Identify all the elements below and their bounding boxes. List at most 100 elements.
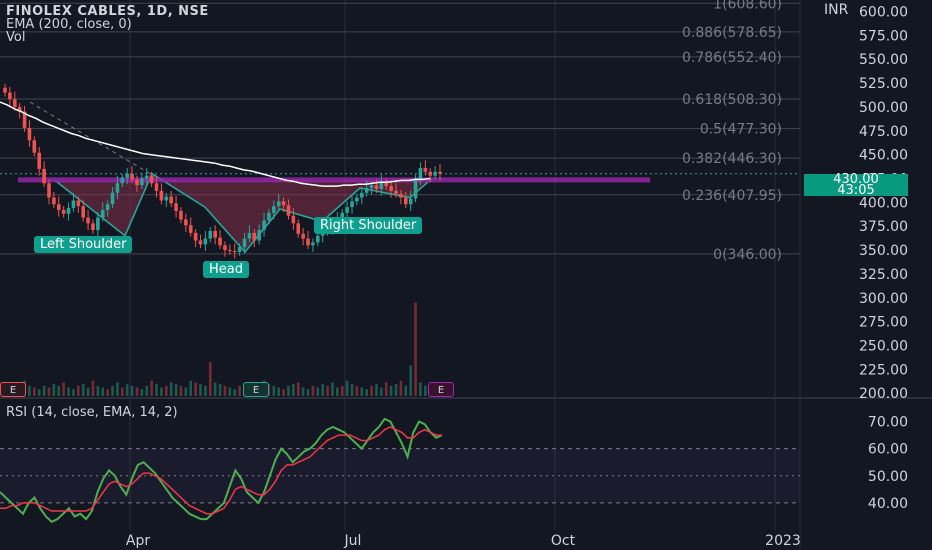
volume-bar (321, 384, 324, 396)
candle-body (154, 183, 159, 191)
volume-bar (135, 387, 139, 396)
volume-bar (414, 302, 417, 396)
price-tick-label: 200.00 (859, 386, 908, 402)
price-tick-label: 375.00 (859, 219, 908, 235)
candle-body (276, 201, 281, 207)
price-tick-label: 550.00 (859, 52, 908, 68)
candle-body (100, 209, 105, 218)
candle-body (286, 205, 291, 216)
rsi-tick-label: 70.00 (868, 415, 908, 431)
candle-body (433, 171, 437, 176)
volume-bar (365, 389, 368, 396)
volume-legend[interactable]: Vol (6, 30, 26, 45)
fib-level-label: 0.618(508.30) (682, 92, 782, 108)
candle-body (306, 238, 310, 246)
price-tick-label: 575.00 (859, 28, 908, 44)
volume-bar (33, 387, 36, 396)
candle-body (340, 212, 345, 220)
volume-bar (326, 385, 329, 396)
candle-body (281, 201, 286, 206)
candle-body (208, 230, 213, 239)
earnings-badge[interactable]: E (0, 382, 26, 397)
head-label[interactable]: Head (203, 261, 249, 278)
candle-body (291, 215, 296, 224)
candle-body (105, 204, 110, 210)
volume-bar (81, 384, 85, 396)
volume-bar (116, 382, 119, 396)
volume-bar (72, 389, 75, 396)
candle-body (169, 196, 173, 204)
volume-bar (380, 387, 383, 396)
rsi-legend[interactable]: RSI (14, close, EMA, 14, 2) (6, 405, 178, 420)
time-tick-label: Jul (344, 533, 362, 549)
earnings-badge[interactable]: E (428, 382, 454, 397)
volume-bar (424, 385, 427, 396)
pattern-outline (54, 172, 433, 254)
volume-bar (160, 387, 163, 396)
candle-body (56, 204, 61, 210)
last-price: 430.00 (833, 172, 879, 187)
candle-body (61, 209, 66, 214)
volume-bar (301, 387, 305, 396)
volume-bar (360, 387, 364, 396)
candle-body (438, 171, 442, 174)
volume-bar (218, 384, 222, 396)
volume-bar (296, 382, 300, 396)
price-tick-label: 475.00 (859, 124, 908, 140)
earnings-badge[interactable]: E (243, 382, 269, 397)
left-shoulder-label[interactable]: Left Shoulder (34, 236, 133, 253)
candle-body (350, 201, 354, 208)
time-tick-label: Apr (126, 533, 150, 549)
candle-body (428, 171, 433, 176)
candle-body (27, 127, 32, 141)
right-shoulder-label[interactable]: Right Shoulder (314, 217, 423, 234)
volume-bar (213, 382, 217, 396)
price-tick-label: 600.00 (859, 4, 908, 20)
price-tick-label: 450.00 (859, 148, 908, 164)
last-price-tag: 430.00 43:05 (804, 172, 908, 197)
candle-body (22, 111, 27, 128)
price-tick-label: 350.00 (859, 243, 908, 259)
candle-body (374, 185, 379, 189)
candle-body (423, 167, 428, 172)
candle-body (81, 206, 86, 218)
volume-bar (316, 387, 320, 396)
price-axis-panel (800, 0, 932, 550)
candle-body (8, 92, 12, 100)
candle-body (399, 193, 403, 198)
volume-bar (77, 385, 80, 396)
volume-bar (130, 385, 134, 396)
volume-bar (199, 384, 202, 396)
volume-bar (345, 380, 349, 396)
volume-bar (350, 384, 354, 396)
volume-bar (277, 387, 281, 396)
volume-bar (28, 385, 31, 396)
price-tick-label: 500.00 (859, 100, 908, 116)
volume-bar (331, 382, 334, 396)
symbol-title: FINOLEX CABLES, 1D, NSE (6, 4, 209, 19)
candle-body (355, 197, 359, 202)
volume-bar (409, 365, 412, 396)
volume-bar (238, 385, 241, 396)
ema-legend[interactable]: EMA (200, close, 0) (6, 17, 132, 32)
time-tick-label: 2023 (765, 533, 801, 549)
volume-bar (62, 382, 65, 396)
volume-bar (125, 384, 129, 396)
volume-bar (189, 380, 193, 396)
candle-body (96, 217, 100, 231)
price-tick-label: 275.00 (859, 315, 908, 331)
rsi-tick-label: 50.00 (868, 469, 908, 485)
volume-bar (355, 385, 359, 396)
rsi-tick-label: 40.00 (868, 496, 908, 512)
volume-bar (101, 387, 105, 396)
candle-body (228, 250, 232, 252)
volume-bar (145, 385, 149, 396)
candle-body (413, 178, 418, 199)
volume-bar (169, 382, 173, 396)
candle-body (408, 198, 413, 205)
volume-bar (121, 387, 124, 396)
volume-bar (311, 385, 315, 396)
volume-bar (419, 382, 422, 396)
volume-bar (306, 389, 310, 396)
